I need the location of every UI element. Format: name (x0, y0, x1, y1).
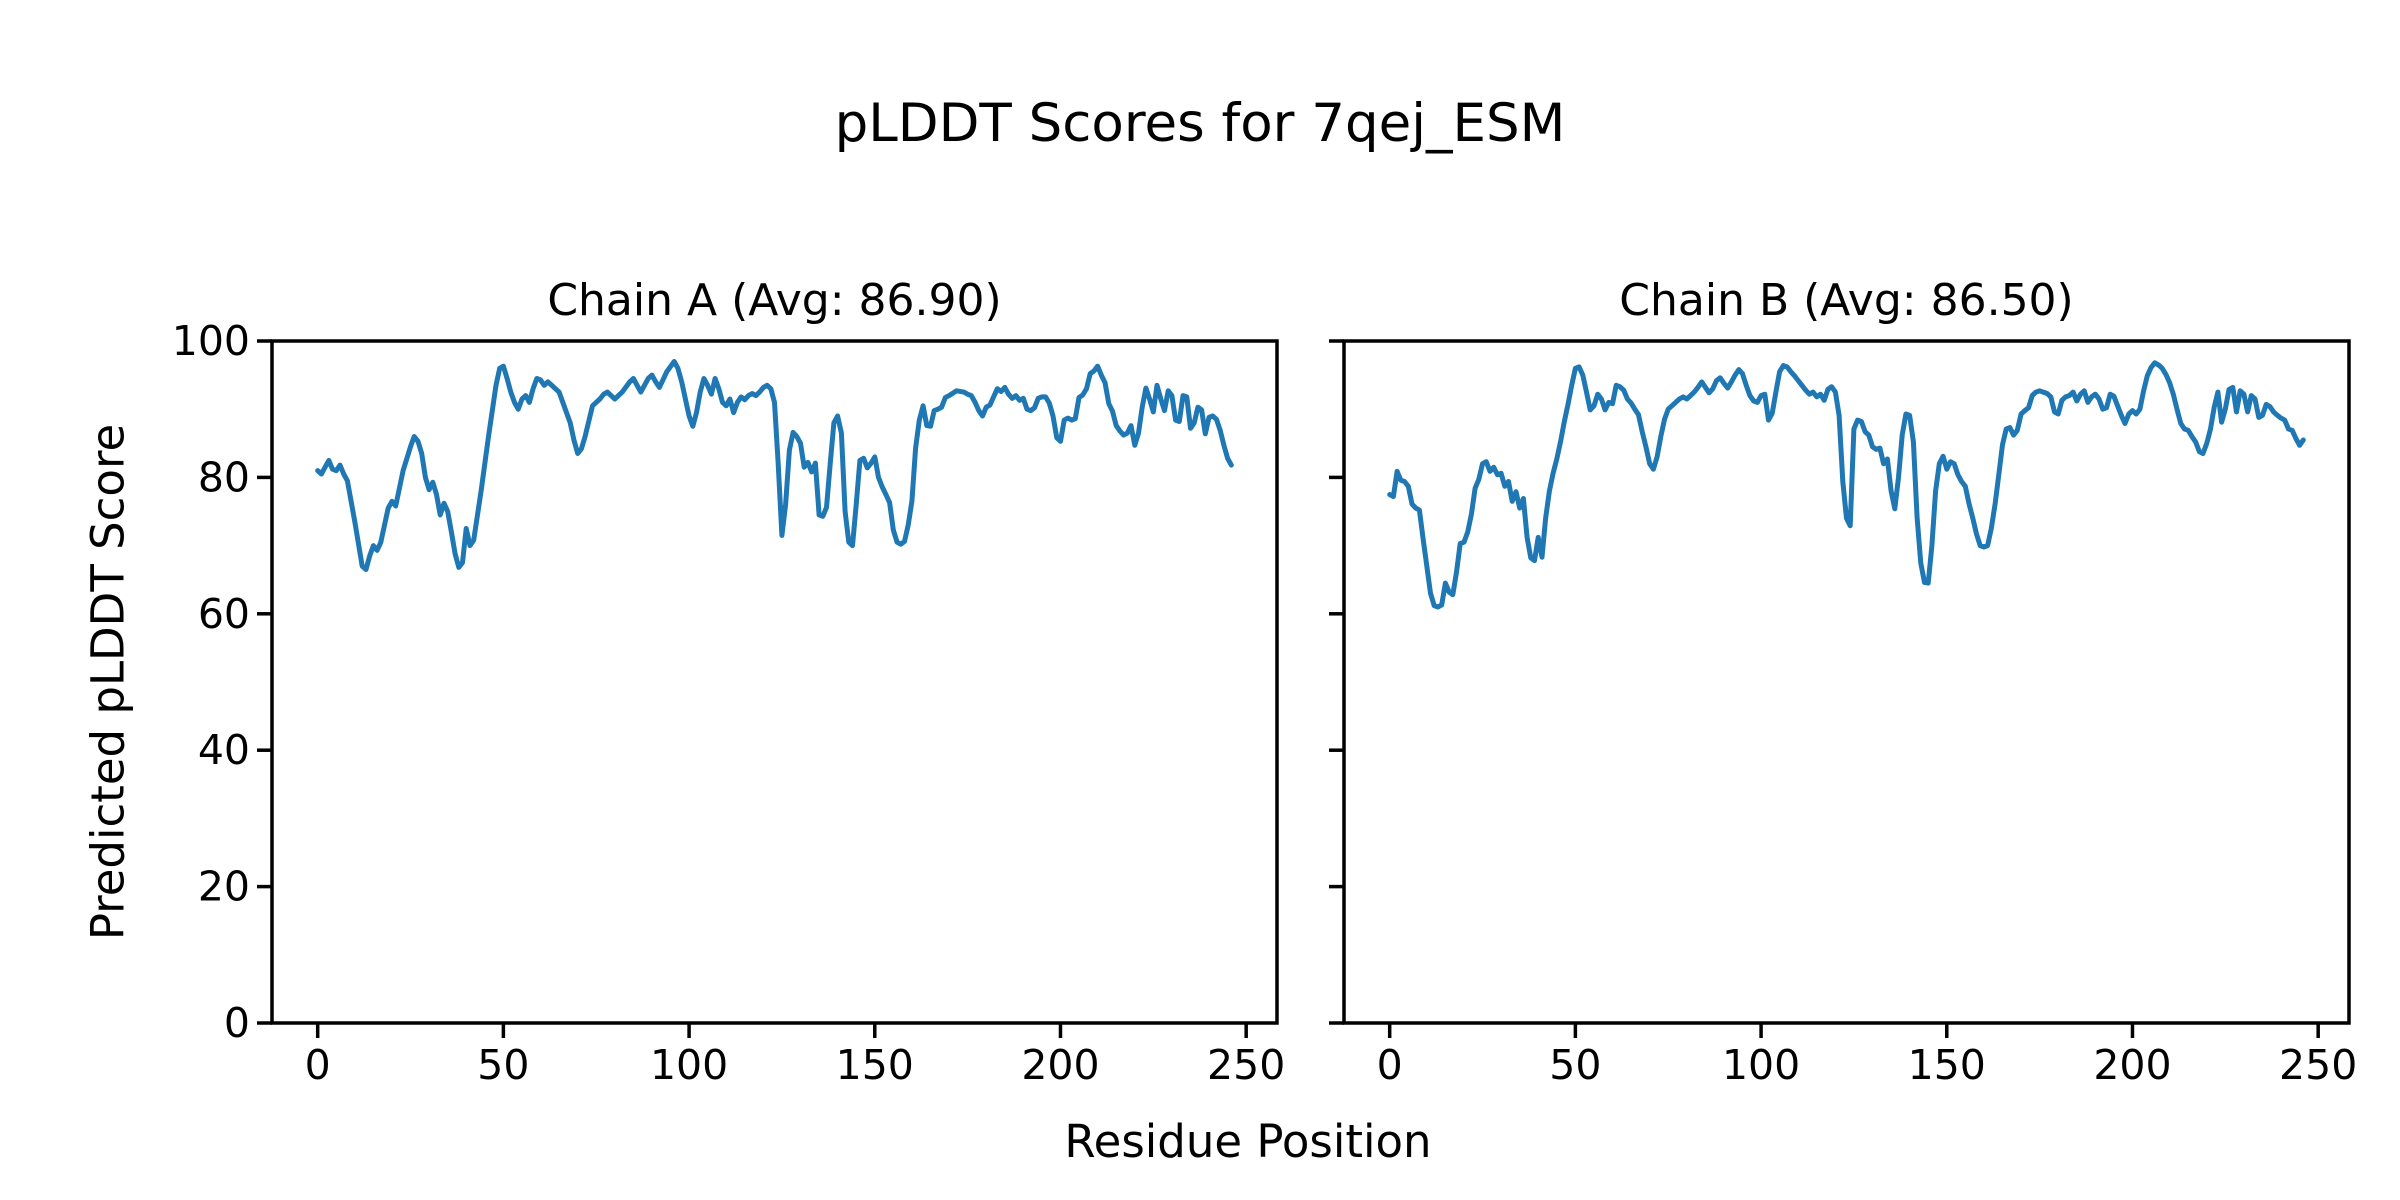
x-tick-label: 100 (650, 1041, 728, 1089)
subplot-title-chain-a: Chain A (Avg: 86.90) (547, 275, 1002, 326)
x-tick-label: 150 (1908, 1041, 1986, 1089)
y-tick-label: 0 (224, 999, 250, 1047)
x-tick-label: 0 (305, 1041, 331, 1089)
x-tick-label: 250 (1207, 1041, 1285, 1089)
subplot-chain-b: 0 50 100 150 200 250 (1329, 339, 2357, 1089)
x-tick-label: 50 (1549, 1041, 1601, 1089)
subplot-chain-a: 0 50 100 150 200 250 0 20 40 60 80 100 (172, 317, 1286, 1089)
x-tick-label: 150 (836, 1041, 914, 1089)
x-tick-label: 100 (1722, 1041, 1800, 1089)
y-tick-label: 40 (198, 726, 250, 774)
axes-spines (270, 339, 1279, 1025)
x-tick-label: 200 (1021, 1041, 1099, 1089)
y-tick-label: 60 (198, 590, 250, 638)
axes-spines (1342, 339, 2351, 1025)
x-tick-label: 200 (2093, 1041, 2171, 1089)
y-tick-label: 80 (198, 453, 250, 501)
plddt-line (1387, 360, 2306, 610)
y-tick-label: 100 (172, 317, 250, 365)
y-tick-label: 20 (198, 863, 250, 911)
x-axis-label: Residue Position (1064, 1115, 1432, 1168)
subplot-title-chain-b: Chain B (Avg: 86.50) (1619, 275, 2074, 326)
x-tick-label: 50 (477, 1041, 529, 1089)
plddt-line (315, 359, 1234, 572)
figure-title: pLDDT Scores for 7qej_ESM (834, 93, 1566, 154)
x-tick-label: 0 (1377, 1041, 1403, 1089)
x-tick-label: 250 (2279, 1041, 2357, 1089)
